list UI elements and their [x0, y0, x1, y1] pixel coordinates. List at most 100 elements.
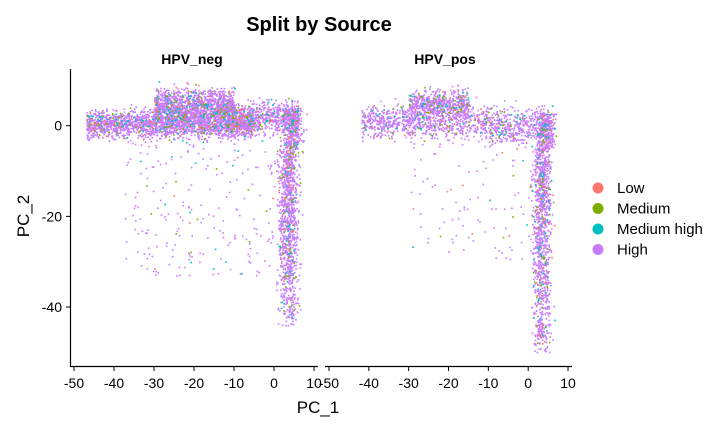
data-point — [277, 307, 280, 310]
data-point — [287, 111, 289, 114]
data-point — [286, 193, 288, 196]
data-point — [220, 121, 223, 124]
data-point — [227, 130, 230, 132]
data-point — [281, 224, 283, 226]
data-point — [279, 107, 281, 109]
data-point — [162, 121, 165, 124]
data-point — [278, 154, 281, 156]
data-point — [294, 127, 296, 130]
data-point — [202, 121, 205, 123]
data-point — [297, 155, 300, 157]
data-point — [180, 103, 183, 105]
data-point — [285, 155, 288, 158]
data-point — [167, 93, 170, 95]
data-point — [291, 317, 293, 320]
data-point — [287, 201, 289, 204]
data-point — [217, 108, 219, 110]
data-point — [280, 200, 283, 202]
data-point — [137, 127, 139, 130]
data-point — [191, 130, 194, 132]
data-point — [286, 316, 288, 319]
data-point — [181, 122, 183, 125]
data-point — [233, 91, 235, 93]
data-point — [192, 90, 195, 93]
data-point — [291, 270, 293, 272]
data-point — [285, 299, 288, 301]
data-point — [99, 126, 101, 128]
data-point — [232, 124, 234, 126]
data-point — [295, 245, 297, 247]
data-point — [160, 118, 163, 121]
data-point — [209, 106, 212, 109]
data-point — [300, 309, 302, 311]
data-point — [157, 105, 159, 107]
data-point — [146, 123, 148, 125]
data-point — [280, 119, 283, 121]
data-point — [294, 293, 296, 296]
data-point — [294, 135, 296, 137]
data-point — [88, 123, 91, 126]
data-point — [289, 189, 292, 192]
data-point — [296, 224, 298, 226]
data-point — [277, 282, 280, 285]
data-point — [294, 173, 296, 175]
data-point — [246, 120, 248, 122]
data-point — [197, 109, 200, 111]
data-point — [288, 271, 290, 274]
data-point — [112, 109, 115, 111]
data-point — [295, 169, 298, 172]
data-point — [154, 131, 157, 134]
data-point — [291, 201, 293, 204]
data-point — [86, 129, 88, 131]
data-point — [255, 117, 258, 119]
data-point — [213, 90, 216, 92]
data-point — [267, 117, 269, 120]
data-point — [187, 103, 190, 105]
data-point — [289, 133, 291, 135]
data-point — [258, 97, 261, 99]
data-point — [294, 287, 296, 289]
data-point — [294, 261, 297, 263]
data-point — [195, 105, 198, 108]
data-point — [269, 137, 271, 139]
data-point — [282, 169, 284, 172]
data-point — [286, 187, 288, 189]
data-point — [121, 134, 123, 137]
data-point — [286, 207, 289, 209]
data-point — [282, 121, 285, 124]
data-point — [287, 276, 290, 278]
data-point — [165, 89, 168, 92]
data-point — [288, 189, 290, 192]
data-point — [96, 135, 99, 137]
data-point — [204, 97, 206, 100]
data-point — [196, 112, 198, 115]
data-point — [234, 133, 237, 136]
data-point — [224, 103, 227, 105]
data-point — [290, 211, 292, 213]
data-point — [296, 147, 299, 149]
data-point — [190, 91, 193, 94]
data-point — [153, 125, 156, 127]
data-point — [296, 116, 299, 119]
data-point — [292, 256, 294, 258]
data-point — [293, 233, 295, 236]
data-point — [230, 115, 232, 118]
data-point — [281, 261, 283, 263]
data-point — [129, 114, 131, 117]
data-point — [285, 128, 287, 131]
data-point — [244, 132, 247, 135]
data-point — [278, 205, 280, 207]
data-point — [214, 132, 216, 135]
data-point — [292, 244, 295, 246]
data-point — [90, 136, 93, 139]
data-point — [218, 92, 220, 94]
data-point — [161, 119, 164, 122]
data-point — [209, 131, 212, 133]
data-point — [280, 262, 283, 265]
data-point — [288, 153, 290, 155]
data-point — [251, 111, 253, 114]
data-point — [172, 132, 174, 134]
data-point — [199, 102, 201, 105]
data-point — [275, 122, 278, 124]
data-point — [218, 120, 221, 123]
